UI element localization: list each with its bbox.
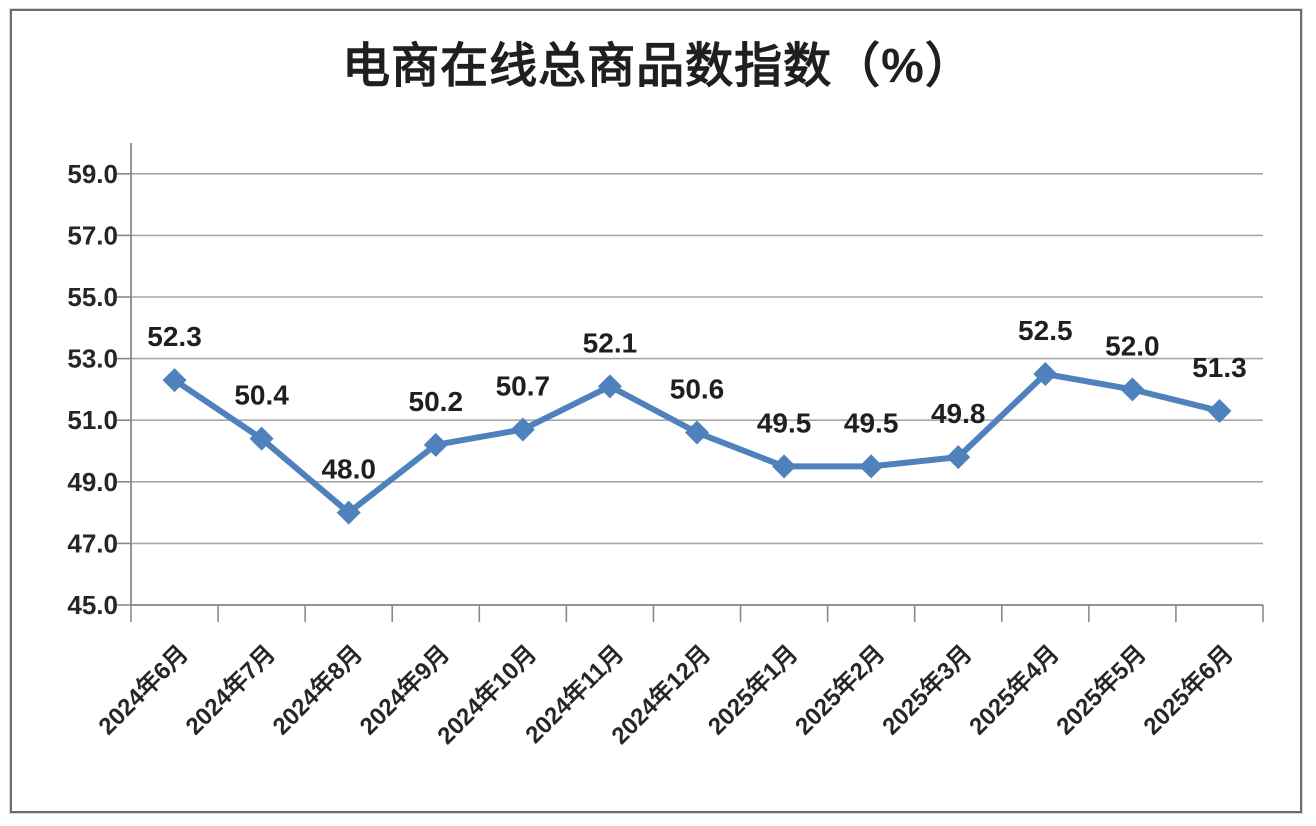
data-point-marker — [336, 500, 361, 525]
data-point-marker — [423, 432, 448, 457]
data-point-label: 50.7 — [496, 370, 551, 401]
data-point-marker — [946, 445, 971, 470]
x-tick-label: 2025年5月 — [1051, 639, 1152, 740]
x-tick-label: 2024年6月 — [93, 639, 194, 740]
data-point-label: 49.5 — [757, 407, 812, 438]
x-tick-label: 2025年2月 — [789, 639, 890, 740]
y-tick-label: 59.0 — [67, 159, 118, 189]
data-point-label: 51.3 — [1192, 352, 1247, 383]
y-tick-label: 49.0 — [67, 467, 118, 497]
y-tick-label: 45.0 — [67, 590, 118, 620]
data-point-marker — [685, 420, 709, 445]
y-tick-label: 53.0 — [67, 344, 118, 374]
data-point-marker — [510, 417, 535, 442]
data-point-label: 52.3 — [147, 321, 202, 352]
x-tick-label: 2025年3月 — [877, 639, 978, 740]
x-tick-label: 2025年1月 — [702, 639, 803, 740]
data-point-marker — [1120, 377, 1145, 402]
x-tick-label: 2025年6月 — [1138, 639, 1239, 740]
data-point-label: 49.8 — [931, 398, 986, 429]
data-point-marker — [1207, 398, 1232, 423]
data-point-label: 50.4 — [234, 380, 289, 411]
x-tick-label: 2024年7月 — [180, 639, 281, 740]
data-point-label: 52.0 — [1105, 330, 1160, 361]
data-point-marker — [597, 374, 622, 399]
data-point-label: 48.0 — [321, 454, 376, 485]
data-point-label: 52.5 — [1018, 315, 1073, 346]
data-point-marker — [162, 368, 187, 393]
x-tick-label: 2024年8月 — [267, 639, 368, 740]
data-point-marker — [1033, 362, 1058, 386]
x-tick-label: 2025年4月 — [964, 639, 1065, 740]
data-point-label: 49.5 — [844, 407, 899, 438]
y-tick-label: 47.0 — [67, 528, 118, 558]
data-point-label: 50.2 — [409, 386, 464, 417]
y-tick-label: 51.0 — [67, 405, 118, 435]
y-tick-label: 55.0 — [67, 282, 118, 312]
data-point-label: 50.6 — [670, 374, 725, 405]
data-point-label: 52.1 — [583, 327, 638, 358]
data-point-marker — [772, 454, 797, 479]
data-point-marker — [249, 426, 274, 451]
chart-title: 电商在线总商品数指数（%） — [342, 40, 974, 93]
data-point-marker — [859, 454, 884, 479]
y-tick-label: 57.0 — [67, 220, 118, 250]
